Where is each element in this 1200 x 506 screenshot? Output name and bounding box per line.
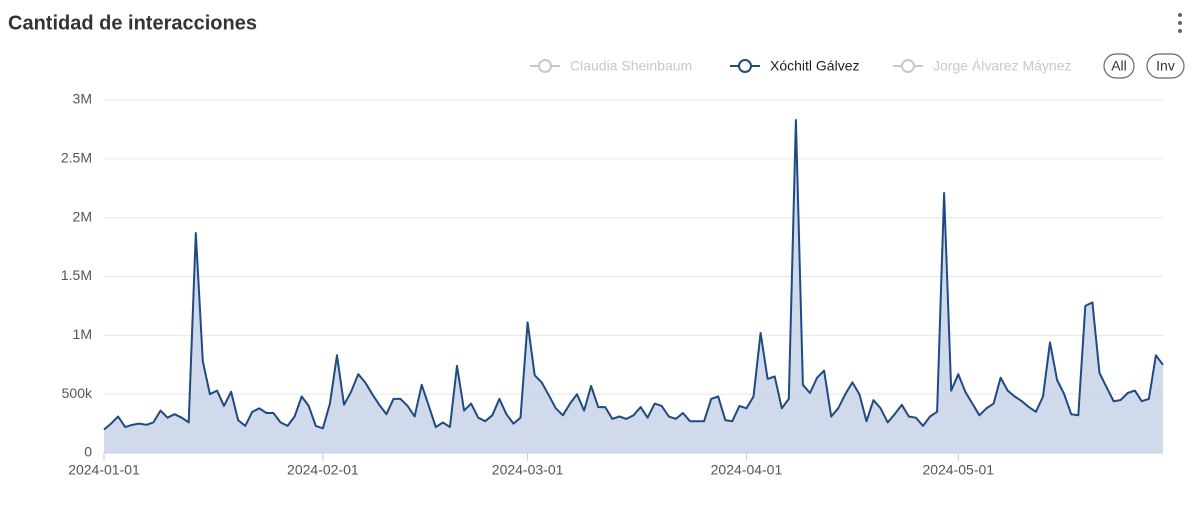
x-tick-label: 2024-01-01 [68, 462, 140, 478]
x-tick-label: 2024-02-01 [287, 462, 359, 478]
button-label[interactable]: Inv [1156, 58, 1175, 74]
y-tick-label: 1.5M [61, 267, 92, 283]
y-tick-label: 1M [73, 326, 92, 342]
x-tick-label: 2024-05-01 [922, 462, 994, 478]
y-tick-label: 3M [73, 91, 92, 107]
line [103, 119, 1164, 431]
x-tick-label: 2024-03-01 [492, 462, 564, 478]
area [104, 120, 1163, 453]
menu-icon[interactable] [1178, 13, 1182, 33]
y-tick-label: 2.5M [61, 150, 92, 166]
button-label[interactable]: All [1111, 58, 1127, 74]
button[interactable] [1103, 53, 1135, 79]
legend-marker[interactable] [538, 59, 552, 73]
legend-label[interactable]: Claudia Sheinbaum [570, 58, 692, 74]
legend-marker[interactable] [901, 59, 915, 73]
legend-label[interactable]: Jorge Álvarez Máynez [933, 58, 1072, 74]
x-tick-label: 2024-04-01 [711, 462, 783, 478]
button[interactable] [1146, 53, 1185, 79]
y-tick-label: 0 [84, 444, 92, 460]
y-tick-label: 500k [62, 385, 93, 401]
chart-title: Cantidad de interacciones [8, 12, 257, 34]
legend-label[interactable]: Xóchitl Gálvez [770, 58, 859, 74]
y-tick-label: 2M [73, 208, 92, 224]
legend-marker[interactable] [738, 59, 752, 73]
